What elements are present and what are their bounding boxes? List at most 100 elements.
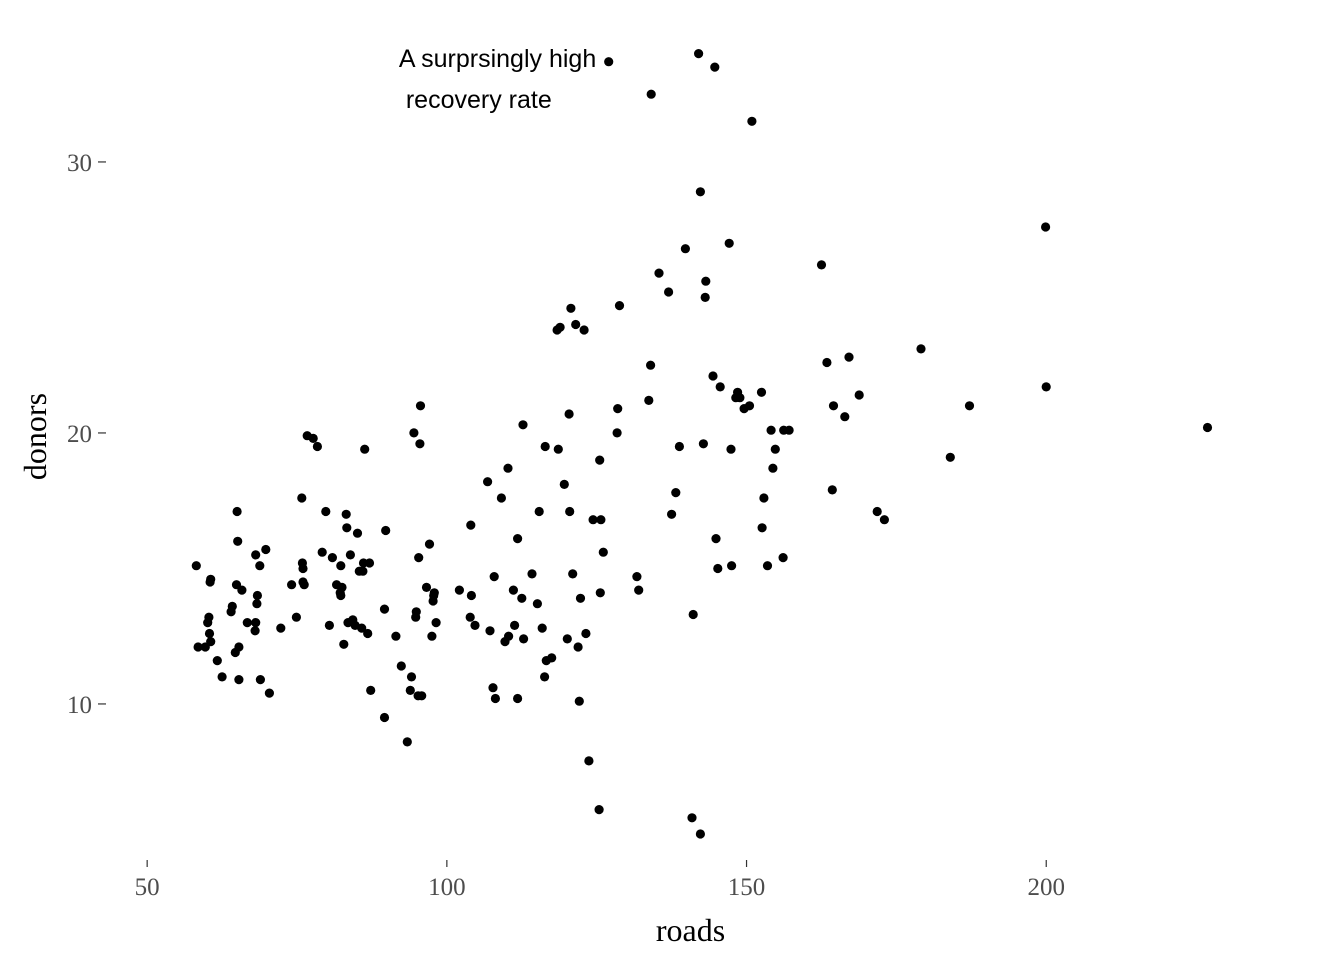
data-point [424,539,435,549]
data-point [559,479,569,489]
data-point [352,528,363,538]
data-point [287,580,297,590]
data-point [232,506,242,517]
data-point [744,401,755,411]
y-tick-label: 20 [67,421,92,448]
data-point [916,344,926,354]
data-point [381,525,391,536]
data-point [519,634,529,644]
data-point [688,609,698,620]
data-point [708,371,718,381]
data-point [312,441,322,452]
data-point [571,319,581,330]
data-point [342,523,352,533]
data-point [784,425,794,435]
data-point [566,303,576,313]
data-point [584,756,594,766]
data-point [466,590,476,601]
data-point [534,506,544,517]
data-point [715,382,725,392]
data-point [212,656,222,666]
data-point [233,536,243,546]
data-point [596,515,606,525]
data-point [496,493,506,503]
data-point [513,534,523,544]
data-point [604,57,614,67]
data-point [402,737,412,747]
data-point [252,599,262,609]
data-point [768,463,778,473]
data-point [252,590,262,601]
data-point [336,590,346,601]
data-point [339,639,349,649]
data-point [537,623,547,633]
data-point [695,829,706,839]
data-point [1202,422,1213,433]
data-point [264,688,274,698]
data-point [414,553,424,563]
data-point [565,506,575,517]
data-point [540,672,550,682]
data-point [816,260,827,270]
data-point [564,409,574,419]
data-point [379,712,390,723]
data-point [553,444,563,454]
data-point [508,585,518,595]
data-point [646,89,656,99]
data-point [489,572,499,582]
data-point [828,401,839,411]
data-point [237,585,247,595]
data-point [827,485,837,495]
y-tick-label: 10 [67,692,92,719]
data-point [360,444,370,454]
data-point [327,553,337,563]
data-point [598,547,608,557]
data-point [298,563,308,574]
data-point [465,612,475,622]
data-point [406,672,417,682]
data-point [485,626,495,636]
data-point [242,618,252,628]
data-point [234,642,244,652]
data-point [357,623,367,633]
data-point [579,325,589,335]
data-point [341,509,351,519]
x-axis-title: roads [656,912,725,948]
data-point [299,580,309,590]
data-point [724,238,734,248]
data-point [363,628,373,639]
data-point [431,618,441,628]
data-point [687,813,697,823]
data-point [747,116,757,126]
data-point [701,276,711,286]
data-point [840,412,850,422]
data-point [513,693,523,704]
data-point [762,561,773,571]
data-point [364,558,375,568]
data-point [532,599,543,609]
data-point [411,607,421,617]
data-point [644,395,654,405]
data-point [417,691,427,701]
data-point [664,287,674,297]
data-point [466,520,476,530]
data-point [872,506,882,517]
data-point [540,441,550,452]
data-point [770,444,780,454]
data-point [667,509,677,519]
data-point [251,618,261,628]
data-point [595,455,605,465]
data-point [206,574,216,584]
data-point [405,685,415,696]
data-point [674,441,685,452]
annotation-line: A surprsingly high [399,45,596,73]
data-point [844,352,854,362]
x-tick-label: 150 [728,874,766,901]
data-point [358,566,368,576]
data-point [759,493,769,503]
data-point [518,420,528,430]
data-point [573,642,583,652]
data-point [612,428,622,438]
data-point [695,187,706,197]
data-point [778,553,788,563]
